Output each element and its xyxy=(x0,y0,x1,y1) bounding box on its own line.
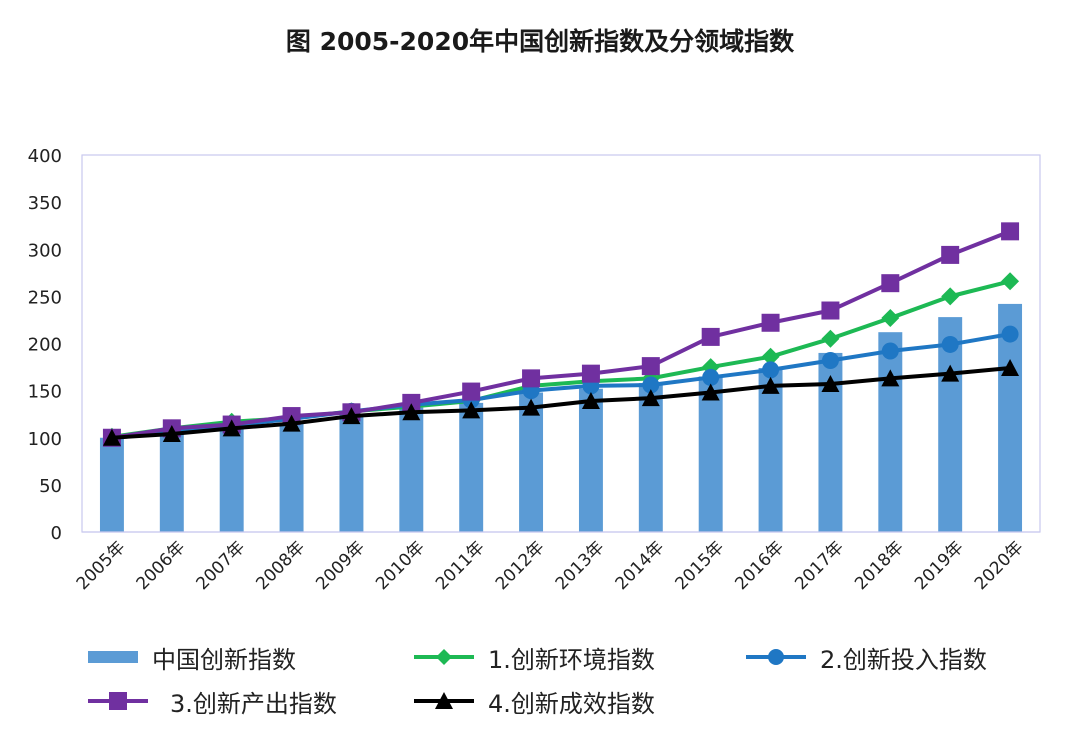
marker-s3-6 xyxy=(462,401,481,419)
y-tick-label: 100 xyxy=(28,429,62,450)
marker-s3-15 xyxy=(1001,359,1020,377)
bar-5 xyxy=(399,407,424,532)
marker-s2-14 xyxy=(941,245,960,264)
marker-s2-7 xyxy=(522,369,541,388)
x-tick-label: 2020年 xyxy=(971,537,1028,594)
marker-s2-10 xyxy=(701,327,720,346)
marker-s2-11 xyxy=(761,313,780,332)
marker-s3-9 xyxy=(641,389,660,407)
marker-s0-12 xyxy=(821,329,840,348)
x-tick-label: 2018年 xyxy=(851,537,908,594)
line-series-0 xyxy=(111,279,1011,439)
marker-s1-9 xyxy=(642,376,660,394)
line-series-2 xyxy=(111,229,1011,440)
bar-11 xyxy=(758,368,783,532)
marker-s3-10 xyxy=(701,383,720,401)
x-tick-label: 2010年 xyxy=(372,537,429,594)
marker-s0-13 xyxy=(881,309,900,328)
marker-s1-11 xyxy=(762,361,780,379)
x-tick-label: 2009年 xyxy=(312,537,369,594)
y-tick-label: 250 xyxy=(28,287,62,308)
y-tick-label: 0 xyxy=(51,523,62,544)
y-tick-label: 50 xyxy=(39,476,62,497)
x-tick-label: 2015年 xyxy=(671,537,728,594)
marker-s3-4 xyxy=(342,407,361,425)
bar-7 xyxy=(519,392,544,532)
x-tick-label: 2016年 xyxy=(731,537,788,594)
marker-s1-13 xyxy=(881,342,899,360)
marker-s3-13 xyxy=(881,369,900,387)
marker-s2-9 xyxy=(641,357,660,376)
marker-s3-3 xyxy=(282,414,301,432)
marker-s2-8 xyxy=(581,364,600,383)
bar-2 xyxy=(219,428,244,532)
bar-3 xyxy=(279,422,304,532)
x-tick-label: 2011年 xyxy=(432,537,489,594)
bar-6 xyxy=(459,402,484,532)
marker-s3-7 xyxy=(522,398,541,416)
y-tick-label: 200 xyxy=(28,335,62,356)
x-tick-label: 2014年 xyxy=(612,537,669,594)
line-series-3 xyxy=(111,366,1011,440)
bar-9 xyxy=(638,383,663,532)
marker-s2-6 xyxy=(462,382,481,401)
marker-s2-5 xyxy=(402,393,421,412)
y-tick-label: 350 xyxy=(28,193,62,214)
x-tick-label: 2008年 xyxy=(252,537,309,594)
bar-10 xyxy=(698,376,723,532)
bar-4 xyxy=(339,414,364,532)
x-tick-label: 2012年 xyxy=(492,537,549,594)
marker-s3-12 xyxy=(821,375,840,393)
marker-s3-0 xyxy=(102,428,121,446)
y-tick-label: 150 xyxy=(28,382,62,403)
marker-s3-1 xyxy=(162,424,181,442)
bar-0 xyxy=(99,437,124,532)
bar-13 xyxy=(878,332,903,532)
marker-s0-14 xyxy=(941,287,960,306)
marker-s3-5 xyxy=(402,403,421,421)
bar-8 xyxy=(578,388,603,532)
marker-s3-11 xyxy=(761,376,780,394)
marker-s1-12 xyxy=(821,351,839,369)
x-tick-label: 2005年 xyxy=(73,537,130,594)
x-tick-label: 2017年 xyxy=(791,537,848,594)
x-tick-label: 2006年 xyxy=(133,537,190,594)
marker-s1-10 xyxy=(702,368,720,386)
marker-s0-11 xyxy=(761,347,780,366)
marker-s3-2 xyxy=(222,419,241,437)
marker-s2-13 xyxy=(881,274,900,293)
bar-12 xyxy=(818,352,843,532)
bar-15 xyxy=(998,303,1023,532)
marker-s0-15 xyxy=(1001,272,1020,291)
marker-s2-12 xyxy=(821,301,840,320)
marker-s3-14 xyxy=(941,364,960,382)
y-tick-label: 400 xyxy=(28,146,62,167)
y-tick-label: 300 xyxy=(28,240,62,261)
marker-s1-14 xyxy=(941,335,959,353)
marker-s1-15 xyxy=(1001,325,1019,343)
chart-title: 图 2005-2020年中国创新指数及分领域指数 xyxy=(285,27,795,56)
marker-s2-15 xyxy=(1001,222,1020,241)
x-tick-label: 2013年 xyxy=(552,537,609,594)
x-tick-label: 2019年 xyxy=(911,537,968,594)
marker-s3-8 xyxy=(581,391,600,409)
bar-1 xyxy=(159,432,184,532)
x-tick-label: 2007年 xyxy=(192,537,249,594)
bar-14 xyxy=(938,317,963,532)
